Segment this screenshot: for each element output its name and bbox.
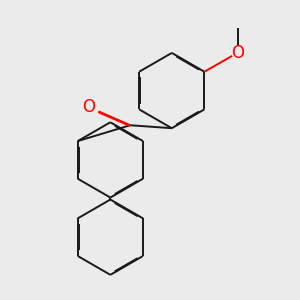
Text: O: O [232,44,244,62]
Text: O: O [82,98,95,116]
